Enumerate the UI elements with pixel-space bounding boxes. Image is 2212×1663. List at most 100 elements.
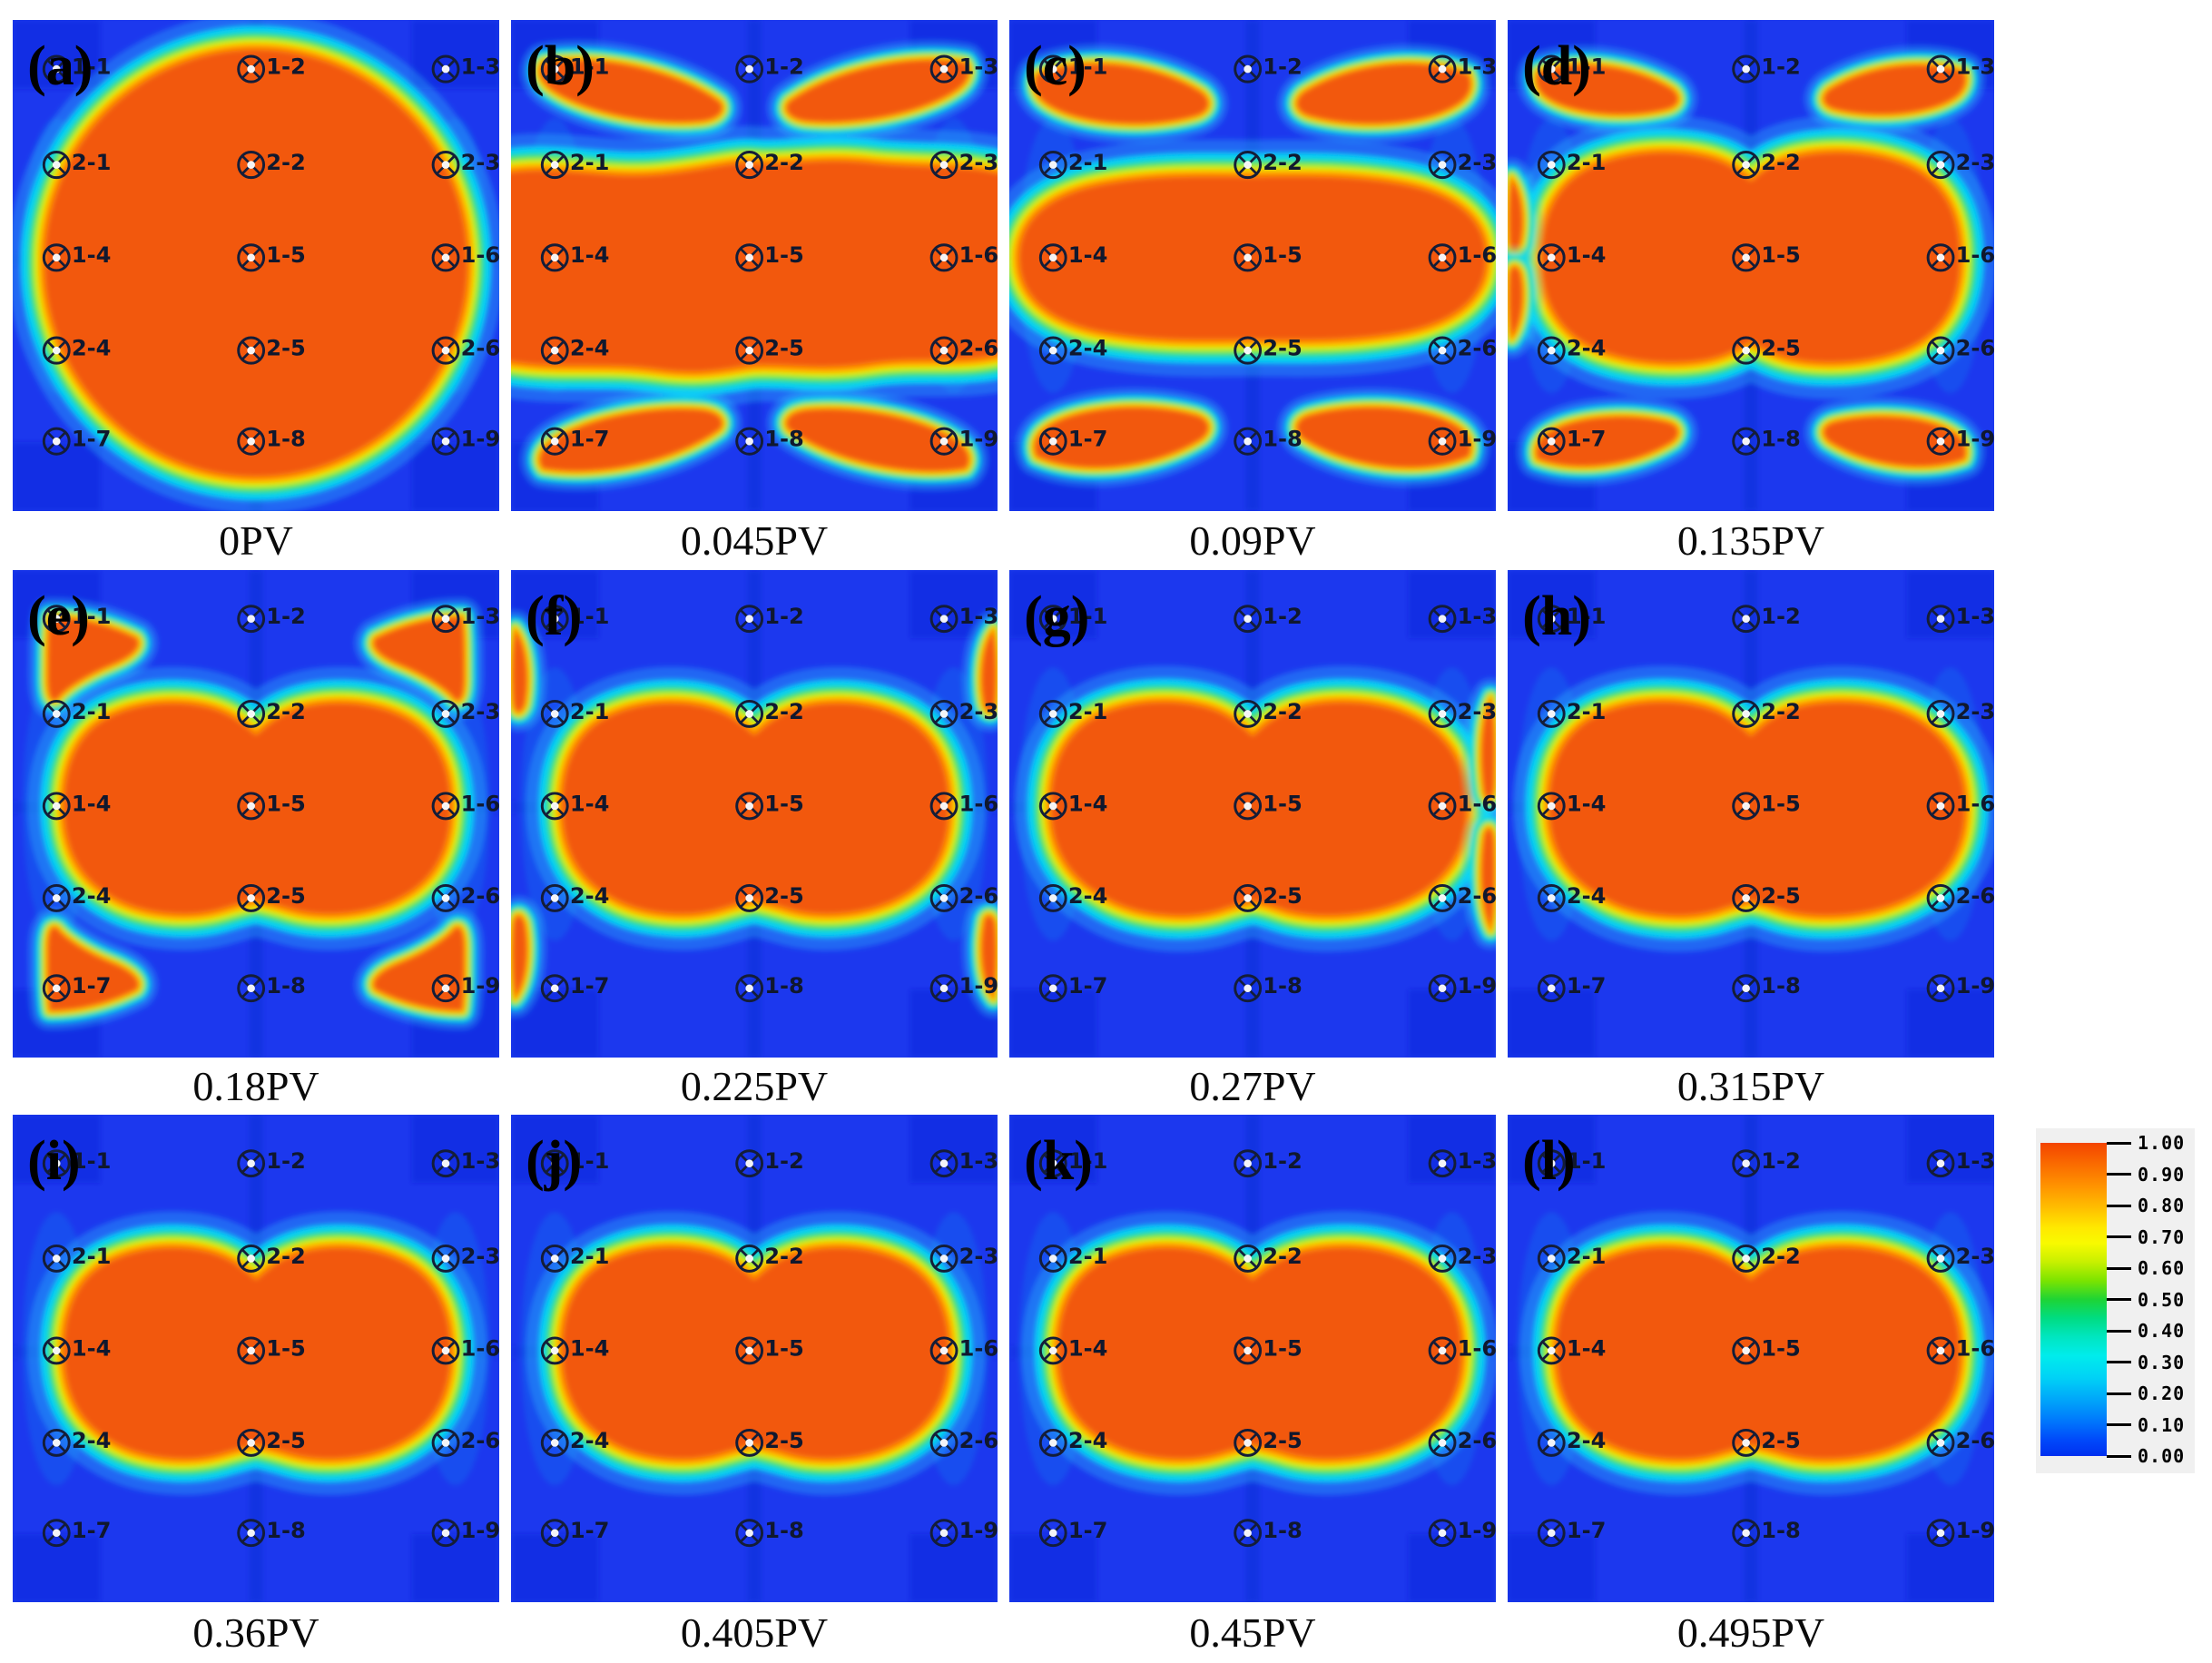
well-label: 1-3 — [1458, 54, 1496, 79]
well-marker: 1-1 — [1038, 1148, 1107, 1178]
well-label: 2-1 — [1567, 699, 1607, 724]
well-marker-icon — [237, 151, 266, 180]
colorbar-tick: 0.30 — [2107, 1351, 2186, 1373]
well-marker: 2-6 — [431, 883, 499, 912]
well-label: 1-9 — [1956, 973, 1994, 999]
well-marker-icon — [1732, 151, 1761, 180]
well-marker-icon — [735, 1336, 764, 1365]
well-label: 1-4 — [72, 791, 112, 816]
panel-letter: (a) — [27, 34, 93, 97]
well-marker: 1-2 — [1732, 54, 1801, 84]
well-marker: 2-1 — [1038, 699, 1107, 728]
well-label: 1-6 — [1458, 242, 1496, 268]
well-marker: 1-5 — [1732, 791, 1801, 821]
well-label: 2-3 — [1956, 1244, 1994, 1269]
saturation-map: 1-1 1-2 1-3 2-1 2-2 2-3 1-4 1-5 1-6 2-4 2-5 2-6 1-7 1… — [13, 20, 499, 511]
well-marker-icon — [1038, 427, 1067, 456]
well-marker: 2-4 — [540, 883, 609, 912]
well-label: 1-7 — [1068, 973, 1108, 999]
well-marker-icon — [431, 54, 460, 84]
well-marker: 1-4 — [540, 791, 609, 821]
well-marker-icon — [1428, 1149, 1457, 1178]
heatmap-panel: 1-1 1-2 1-3 2-1 2-2 2-3 1-4 1-5 1-6 2-4 2-5 2-6 1-7 1… — [1009, 1115, 1496, 1602]
well-label: 1-9 — [1458, 426, 1496, 451]
well-marker-icon — [1732, 605, 1761, 634]
colorbar-tick-label: 0.50 — [2138, 1288, 2186, 1311]
colorbar-tick-label: 0.30 — [2138, 1351, 2186, 1373]
well-label: 2-1 — [72, 1244, 112, 1269]
well-label: 2-1 — [72, 150, 112, 175]
well-marker: 1-8 — [1732, 426, 1801, 456]
well-label: 1-9 — [1458, 973, 1496, 999]
panel-caption: 0.45PV — [1189, 1609, 1316, 1656]
well-marker-icon — [237, 243, 266, 272]
well-marker-icon — [1428, 974, 1457, 1003]
well-label: 2-6 — [959, 1428, 998, 1453]
well-label: 2-4 — [1567, 1428, 1607, 1453]
well-marker-icon — [1926, 699, 1955, 728]
saturation-blob-group — [511, 40, 998, 491]
well-marker: 2-2 — [735, 1244, 804, 1273]
well-label: 2-4 — [1567, 335, 1607, 360]
well-marker: 1-4 — [540, 1335, 609, 1365]
well-marker: 2-2 — [237, 150, 306, 180]
well-marker: 2-1 — [1038, 150, 1107, 180]
well-label: 1-3 — [1458, 1148, 1496, 1174]
well-label: 2-5 — [1761, 883, 1801, 909]
well-label: 1-7 — [72, 426, 112, 451]
well-label: 2-6 — [1956, 1428, 1994, 1453]
well-marker: 1-9 — [929, 1518, 998, 1548]
well-marker-icon — [1428, 699, 1457, 728]
well-marker: 1-6 — [431, 791, 499, 821]
well-marker-icon — [1038, 1244, 1067, 1273]
well-marker: 1-1 — [1537, 604, 1607, 634]
well-marker-icon — [237, 54, 266, 84]
well-marker: 2-6 — [431, 335, 499, 365]
colorbar-tick: 1.00 — [2107, 1132, 2185, 1154]
well-label: 1-4 — [570, 242, 610, 268]
well-label: 2-5 — [1263, 1428, 1303, 1453]
well-marker-icon — [1732, 792, 1761, 821]
well-marker-icon — [237, 1428, 266, 1457]
colorbar-tick-line — [2107, 1423, 2131, 1426]
well-marker: 2-3 — [431, 699, 499, 728]
colorbar-tick-line — [2107, 1141, 2131, 1145]
well-marker-icon — [42, 336, 71, 365]
well-label: 1-6 — [1458, 791, 1496, 816]
well-marker-icon — [735, 1149, 764, 1178]
colorbar-tick-line — [2107, 1392, 2131, 1395]
saturation-map: 1-1 1-2 1-3 2-1 2-2 2-3 1-4 1-5 1-6 2-4 2-5 2-6 1-7 1… — [1508, 570, 1994, 1058]
colorbar: 1.00 0.90 0.80 0.70 0.60 0.50 0.40 0.30 0.20 0.10… — [2036, 1128, 2195, 1473]
panel-caption: 0.135PV — [1676, 517, 1825, 564]
well-label: 1-4 — [72, 1335, 112, 1361]
well-marker-icon — [431, 974, 460, 1003]
well-label: 1-9 — [959, 1518, 998, 1543]
well-marker-icon — [1428, 1244, 1457, 1273]
well-marker-icon — [1038, 605, 1067, 634]
well-label: 1-3 — [1458, 604, 1496, 629]
well-marker-icon — [1428, 243, 1457, 272]
well-label: 2-2 — [1263, 150, 1303, 175]
well-marker-icon — [237, 1149, 266, 1178]
well-label: 1-7 — [72, 1518, 112, 1543]
well-marker: 2-6 — [431, 1428, 499, 1457]
well-label: 1-2 — [1263, 604, 1303, 629]
well-marker-icon — [1234, 1519, 1263, 1548]
well-marker-icon — [431, 1428, 460, 1457]
well-label: 1-3 — [1956, 54, 1994, 79]
well-marker-icon — [1038, 699, 1067, 728]
well-marker-icon — [1234, 427, 1263, 456]
panel-letter: (k) — [1024, 1129, 1093, 1192]
well-marker: 2-1 — [1537, 1244, 1606, 1273]
well-marker: 1-2 — [1732, 604, 1801, 634]
well-marker: 2-2 — [237, 1244, 306, 1273]
well-marker-icon — [1732, 336, 1761, 365]
well-marker-icon — [237, 605, 266, 634]
colorbar-tick: 0.50 — [2107, 1288, 2186, 1311]
well-marker-icon — [929, 427, 959, 456]
well-label: 1-1 — [1567, 604, 1607, 629]
panel-caption: 0.315PV — [1676, 1062, 1825, 1109]
well-marker-icon — [1428, 54, 1457, 84]
well-label: 2-2 — [1263, 1244, 1303, 1269]
well-marker: 1-9 — [929, 973, 998, 1003]
